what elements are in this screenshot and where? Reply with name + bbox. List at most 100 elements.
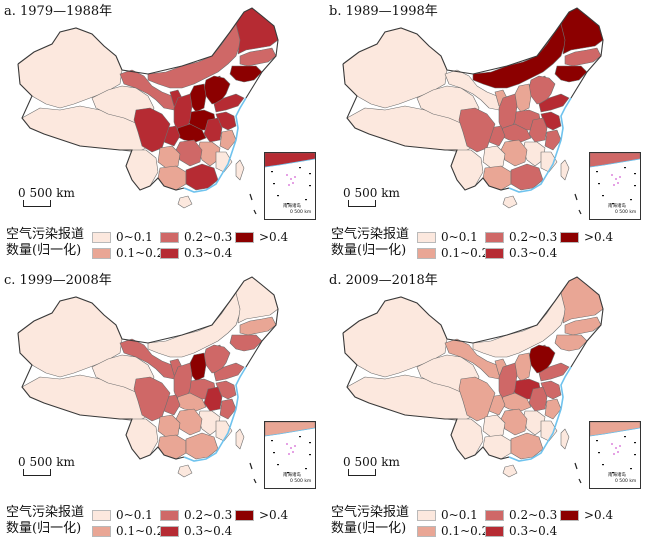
province-shandong [538, 362, 570, 382]
map-panel-a: a. 1979—1988年 南海诸岛 0 500 km [0, 0, 325, 269]
china-map [17, 7, 279, 215]
province-taiwan [235, 428, 245, 450]
panel-title: a. 1979—1988年 [4, 4, 113, 19]
inset-dash [634, 173, 636, 175]
inset-dash [596, 440, 598, 442]
inset-dash [299, 436, 301, 438]
province-shandong [213, 93, 245, 113]
inset-island [613, 184, 615, 186]
inset-dash [271, 440, 273, 442]
legend-title-line2: 数量(归一化) [331, 243, 407, 258]
coastline [508, 97, 572, 193]
legend-label-2: 0.2~0.3 [184, 508, 233, 522]
inset-island [611, 443, 613, 445]
legend-title-line1: 空气污染报道 [331, 227, 410, 242]
inset-label: 南海诸岛 [283, 473, 301, 478]
inset-dash [612, 203, 614, 205]
scale-bar: 0 500 km [343, 186, 400, 207]
national-border [17, 7, 279, 99]
province-jilin [564, 316, 602, 336]
inset-scale: 0 500 km [290, 210, 312, 215]
province-fujian [215, 420, 233, 442]
south-china-sea-inset: 南海诸岛 0 500 km [589, 421, 641, 489]
province-liaoning [229, 65, 263, 83]
inset-dash [596, 171, 598, 173]
legend-label-4: >0.4 [584, 508, 614, 522]
inset-island [292, 451, 294, 453]
legend-label-0: 0~0.1 [116, 230, 153, 244]
legend-label-0: 0~0.1 [441, 230, 478, 244]
legend-label-2: 0.2~0.3 [184, 230, 233, 244]
province-fujian [540, 151, 558, 173]
province-taiwan [560, 159, 570, 181]
inset-island [611, 174, 613, 176]
scale-zero: 0 [343, 186, 351, 200]
inset-dash [287, 472, 289, 474]
boundary-dash [249, 193, 253, 201]
panel-title: d. 2009—2018年 [329, 273, 438, 288]
scale-label: 500 km [29, 186, 75, 200]
inset-island [286, 443, 288, 445]
panel-c-extras: 0 500 km 空气污染报道 数量(归一化) 0~0.1 0.1~0.2 0.… [0, 269, 325, 538]
legend-swatch-3 [160, 247, 179, 259]
province-hainan [177, 464, 193, 478]
legend-item-0: 0~0.1 [92, 230, 153, 244]
legend-label-4: >0.4 [259, 508, 289, 522]
legend-swatch-3 [160, 525, 179, 537]
inset-island [294, 445, 296, 447]
legend-item-4: >0.4 [235, 230, 288, 244]
legend-swatch-4 [235, 509, 254, 521]
legend-item-3: 0.3~0.4 [485, 524, 557, 538]
map-panel-c: c. 1999—2008年 南海诸岛 0 500 km [0, 269, 325, 538]
inset-scale: 0 500 km [290, 479, 312, 484]
province-neimenggu [472, 292, 568, 358]
province-guizhou [157, 414, 181, 438]
legend-swatch-4 [560, 509, 579, 521]
province-guangdong [510, 432, 544, 460]
inset-island [288, 184, 290, 186]
province-fujian [540, 420, 558, 442]
legend-item-0: 0~0.1 [417, 230, 478, 244]
inset-island [615, 178, 617, 180]
south-china-sea-inset: 南海诸岛 0 500 km [264, 152, 316, 220]
province-neimenggu [147, 23, 243, 89]
inset-island [617, 451, 619, 453]
legend-swatch-4 [560, 231, 579, 243]
south-china-sea-inset: 南海诸岛 0 500 km [264, 421, 316, 489]
legend-swatch-3 [485, 247, 504, 259]
inset-island [286, 174, 288, 176]
province-hainan [502, 195, 518, 209]
inset-island [613, 453, 615, 455]
inset-dash [287, 203, 289, 205]
inset-island [290, 178, 292, 180]
legend-item-2: 0.2~0.3 [160, 230, 232, 244]
legend-item-4: >0.4 [560, 508, 613, 522]
scale-zero: 0 [18, 186, 26, 200]
province-fujian [215, 151, 233, 173]
legend-title-line1: 空气污染报道 [6, 227, 85, 242]
province-liaoning [554, 334, 588, 352]
panel-title: b. 1989—1998年 [329, 4, 438, 19]
boundary-dash [574, 462, 578, 470]
province-neimenggu [472, 23, 568, 89]
inset-island [619, 176, 621, 178]
legend-title-line1: 空气污染报道 [6, 505, 85, 520]
legend-item-3: 0.3~0.4 [160, 524, 232, 538]
scale-bar: 0 500 km [18, 186, 75, 207]
legend-swatch-0 [417, 509, 436, 521]
inset-map [590, 422, 640, 474]
inset-dash [630, 199, 632, 201]
province-layer [342, 7, 604, 209]
legend-item-3: 0.3~0.4 [485, 246, 557, 260]
inset-dash [602, 195, 604, 197]
province-guangdong [510, 163, 544, 191]
inset-dash [309, 185, 311, 187]
province-taiwan [235, 159, 245, 181]
legend-item-4: >0.4 [560, 230, 613, 244]
legend-swatch-2 [485, 509, 504, 521]
inset-scale: 0 500 km [615, 479, 637, 484]
inset-dash [299, 167, 301, 169]
legend-item-4: >0.4 [235, 508, 288, 522]
legend-swatch-2 [485, 231, 504, 243]
inset-island [617, 182, 619, 184]
